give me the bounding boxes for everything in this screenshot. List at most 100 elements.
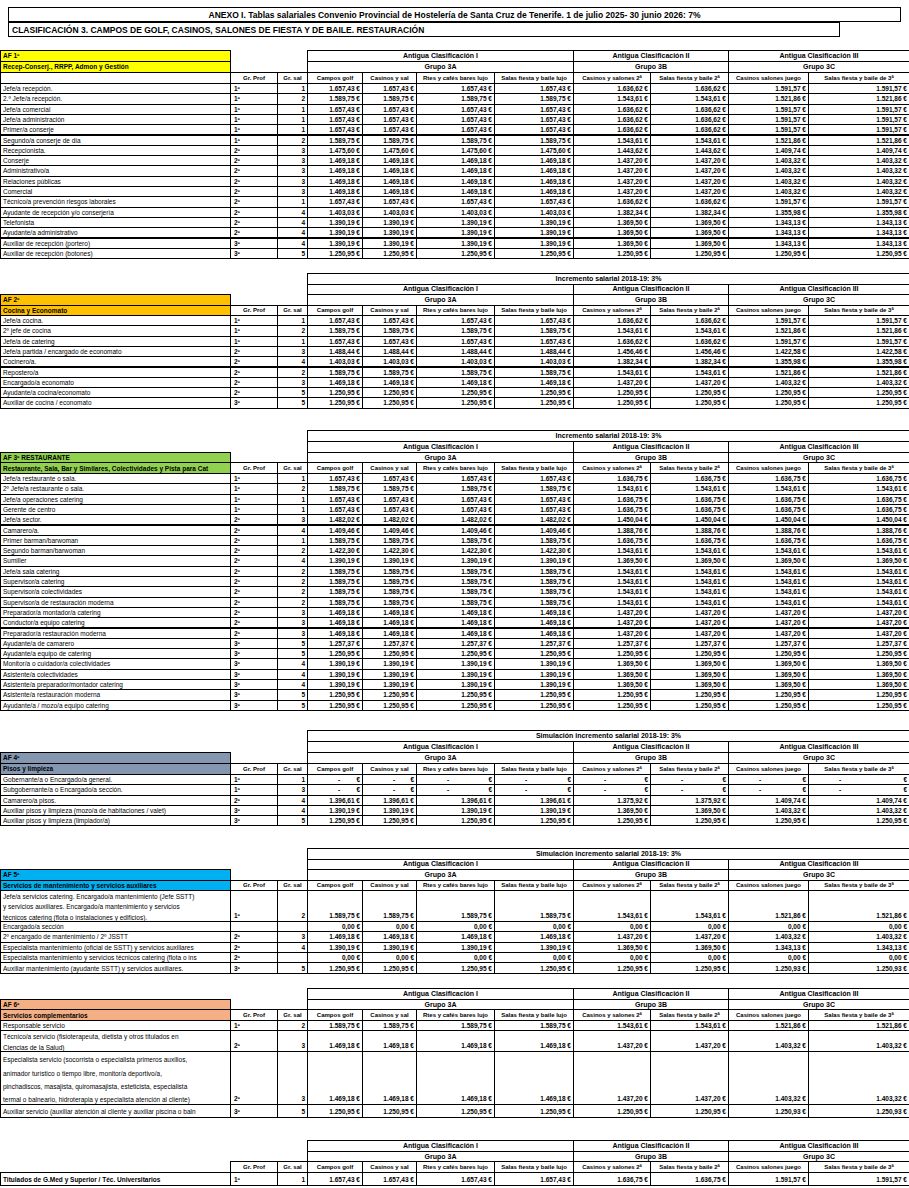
gr-sal-cell: 5 [277, 962, 308, 974]
value-cell: 1.250,95 € [650, 700, 729, 711]
value-cell: 1.250,95 € [362, 397, 417, 408]
value-cell: 1.469,18 € [307, 1051, 363, 1105]
gr-sal-cell: 5 [277, 248, 308, 259]
value-cell: 1.250,95 € [416, 248, 495, 259]
value-cell: 1.250,95 € [362, 815, 417, 826]
value-cell: 1.250,95 € [808, 700, 909, 711]
gr-sal-cell: 3 [277, 1051, 308, 1105]
value-cell: 1.250,95 € [307, 700, 363, 711]
value-cell: 1.250,95 € [362, 700, 417, 711]
value-cell: 1.250,95 € [808, 815, 909, 826]
value-cell: 1.250,95 € [307, 248, 363, 259]
value-cell: 1.250,95 € [494, 962, 574, 974]
row-label-cell: Ayudante/a / mozo/a equipo catering [0, 700, 231, 711]
value-cell: 1.250,95 € [650, 397, 729, 408]
value-cell: 1.250,95 € [808, 248, 909, 259]
value-cell: 1.657,43 € [416, 1172, 495, 1186]
value-cell: 1.250,95 € [573, 397, 651, 408]
value-cell: 1.250,93 € [728, 962, 809, 974]
value-cell: 1.250,95 € [416, 815, 495, 826]
value-cell: 1.250,95 € [728, 815, 809, 826]
gr-sal-cell: 2 [277, 890, 308, 922]
value-cell: 1.469,18 € [494, 1030, 574, 1052]
value-cell: 1.250,95 € [307, 962, 363, 974]
value-cell: 1.250,95 € [650, 815, 729, 826]
value-cell: 1.250,95 € [307, 815, 363, 826]
value-cell: 1.437,20 € [573, 1030, 651, 1052]
value-cell: 1.403,32 € [808, 1051, 909, 1105]
gr-prof-cell: 3º [230, 815, 278, 826]
gr-prof-cell: 3º [230, 248, 278, 259]
gr-sal-cell: 5 [277, 815, 308, 826]
value-cell: 1.250,95 € [307, 397, 363, 408]
row-label-cell: Especialista servicio (socorrista o espe… [0, 1051, 231, 1105]
value-cell: 1.250,95 € [416, 962, 495, 974]
value-cell: 1.250,95 € [307, 1104, 363, 1118]
value-cell: 1.250,95 € [573, 248, 651, 259]
row-label-cell: Auxiliar de cocina / economato [0, 397, 231, 408]
gr-sal-cell: 1 [277, 1172, 308, 1186]
gr-sal-cell: 5 [277, 1104, 308, 1118]
value-cell: 1.250,93 € [808, 962, 909, 974]
document-page: ANEXO I. Tablas salariales Convenio Prov… [0, 0, 909, 1188]
value-cell: 1.591,57 € [728, 1172, 809, 1186]
gr-sal-cell: 5 [277, 700, 308, 711]
value-cell: 1.521,86 € [808, 890, 909, 922]
value-cell: 1.437,20 € [650, 1051, 729, 1105]
value-cell: 1.589,75 € [494, 890, 574, 922]
gr-prof-cell: 2º [230, 1051, 278, 1105]
value-cell: 1.250,95 € [494, 700, 574, 711]
value-cell: 1.437,20 € [573, 1051, 651, 1105]
value-cell: 1.250,93 € [808, 1104, 909, 1118]
value-cell: 1.403,32 € [808, 1030, 909, 1052]
value-cell: 1.250,95 € [728, 397, 809, 408]
value-cell: 1.403,32 € [728, 1030, 809, 1052]
value-cell: 1.636,75 € [573, 1172, 651, 1186]
value-cell: 1.469,18 € [416, 1030, 495, 1052]
value-cell: 1.589,75 € [416, 890, 495, 922]
value-cell: 1.521,86 € [728, 890, 809, 922]
value-cell: 1.437,20 € [650, 1030, 729, 1052]
value-cell: 1.589,75 € [362, 890, 417, 922]
value-cell: 1.469,18 € [362, 1051, 417, 1105]
row-label-cell: Técnico/a servicio (fisioterapeuta, diet… [0, 1030, 231, 1052]
value-cell: 1.469,18 € [362, 1030, 417, 1052]
gr-prof-cell: 1º [230, 890, 278, 922]
value-cell: 1.250,95 € [494, 397, 574, 408]
value-cell: 1.250,95 € [573, 1104, 651, 1118]
gr-prof-cell: 1º [230, 1172, 278, 1186]
value-cell: 1.403,32 € [728, 1051, 809, 1105]
gr-prof-cell: 3º [230, 700, 278, 711]
value-cell: 1.250,95 € [728, 700, 809, 711]
gr-sal-cell: 5 [277, 397, 308, 408]
value-cell: 1.250,95 € [650, 248, 729, 259]
row-label-cell: Auxiliar pisos y limpieza (limpiador/a) [0, 815, 231, 826]
value-cell: 1.250,95 € [573, 700, 651, 711]
row-label-cell: Auxiliar mantenimiento (ayudante SSTT) y… [0, 962, 231, 974]
row-label-cell: Jefe/a servicios catering. Encargado/a m… [0, 890, 231, 922]
value-cell: 1.250,95 € [416, 397, 495, 408]
value-cell: 1.250,95 € [416, 700, 495, 711]
value-cell: 1.250,95 € [494, 815, 574, 826]
row-label-cell: Titulados de G.Med y Superior / Téc. Uni… [0, 1172, 231, 1186]
value-cell: 1.636,75 € [650, 1172, 729, 1186]
value-cell: 1.250,93 € [728, 1104, 809, 1118]
value-cell: 1.250,95 € [362, 1104, 417, 1118]
gr-prof-cell: 3º [230, 397, 278, 408]
value-cell: 1.250,95 € [494, 1104, 574, 1118]
value-cell: 1.250,95 € [494, 248, 574, 259]
value-cell: 1.591,57 € [808, 1172, 909, 1186]
value-cell: 1.543,61 € [650, 890, 729, 922]
value-cell: 1.250,95 € [362, 248, 417, 259]
gr-prof-cell: 2º [230, 1030, 278, 1052]
value-cell: 1.469,18 € [307, 1030, 363, 1052]
page-title: ANEXO I. Tablas salariales Convenio Prov… [8, 7, 901, 22]
gr-prof-cell: 3º [230, 1104, 278, 1118]
row-label-cell: Auxiliar servicio (auxiliar atención al … [0, 1104, 231, 1118]
value-cell: 1.589,75 € [307, 890, 363, 922]
value-cell: 1.657,43 € [494, 1172, 574, 1186]
value-cell: 1.657,43 € [362, 1172, 417, 1186]
value-cell: 1.469,18 € [416, 1051, 495, 1105]
value-cell: 1.543,61 € [573, 890, 651, 922]
row-label-cell: Auxiliar de recepción (botones) [0, 248, 231, 259]
